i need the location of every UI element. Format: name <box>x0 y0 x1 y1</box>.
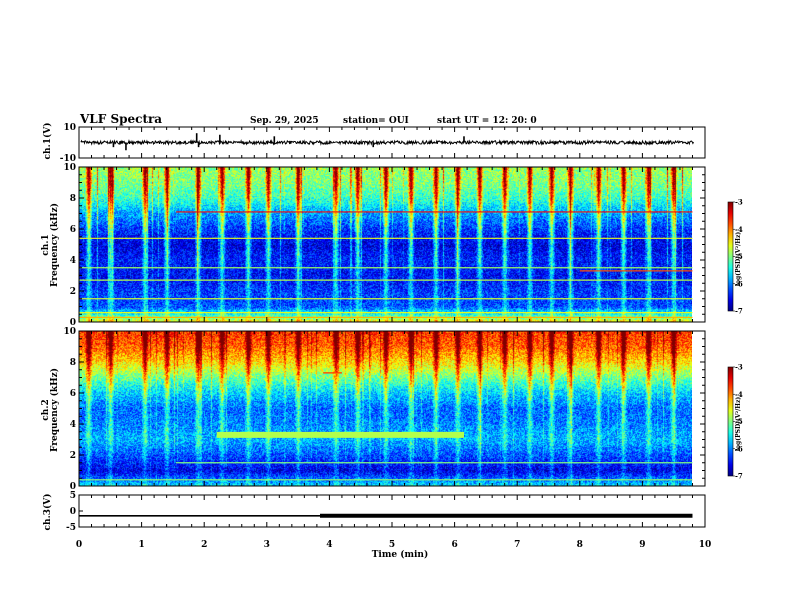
time-tick-label: 1 <box>138 540 144 550</box>
colorbar-strip <box>727 366 734 477</box>
ch1-colorbar-label: log(PSD)(V²/Hz) <box>735 232 742 287</box>
time-tick-label: 0 <box>76 540 82 550</box>
colorbar-tick-label: -7 <box>735 472 743 481</box>
ch3-y-tick-label: 0 <box>70 507 76 517</box>
freq-tick-label: 6 <box>70 225 76 235</box>
ch2-colorbar-label: log(PSD)(V²/Hz) <box>735 397 742 452</box>
ch3-waveform-panel: 5 0 -5 <box>66 491 706 533</box>
freq-tick-label: 10 <box>63 327 76 337</box>
colorbar-tick-label: -5 <box>735 252 743 261</box>
ch2-spectrogram-channel-label: ch.2 <box>41 399 51 420</box>
freq-tick-label: 2 <box>70 451 76 461</box>
ch2-frequency-axis-label: Frequency (kHz) <box>49 368 60 452</box>
ch3-y-tick-label: 5 <box>70 491 76 501</box>
colorbar-strip <box>727 201 734 312</box>
freq-tick-label: 0 <box>70 318 76 328</box>
time-tick-label: 9 <box>639 540 645 550</box>
time-tick-label: 8 <box>577 540 583 550</box>
spectrogram-image <box>79 167 692 322</box>
freq-tick-label: 6 <box>70 389 76 399</box>
colorbar-tick-label: -6 <box>735 444 743 453</box>
colorbar-tick-label: -3 <box>735 363 743 372</box>
ch1-spectrogram-panel: 0 2 4 6 8 10 <box>63 163 706 328</box>
ch1-waveform-trace <box>80 138 694 146</box>
ch1-waveform-panel: 10 -10 <box>60 123 706 164</box>
freq-tick-label: 2 <box>70 287 76 297</box>
time-tick-label: 6 <box>451 540 457 550</box>
colorbar-tick-label: -4 <box>735 225 743 234</box>
station-label: station= OUI <box>343 116 409 126</box>
time-axis-label: Time (min) <box>372 549 429 560</box>
freq-tick-label: 0 <box>70 482 76 492</box>
figure-title: VLF Spectra <box>79 112 162 126</box>
time-tick-label: 4 <box>326 540 332 550</box>
freq-tick-label: 10 <box>63 163 76 173</box>
ch3-plot-area <box>79 495 705 527</box>
ch1-colorbar: -3 -4 -5 -6 -7 <box>727 198 743 316</box>
freq-tick-label: 8 <box>70 358 76 368</box>
time-tick-label: 2 <box>201 540 207 550</box>
time-tick-label: 3 <box>264 540 270 550</box>
freq-tick-label: 4 <box>70 256 76 266</box>
colorbar-tick-label: -6 <box>735 279 743 288</box>
freq-tick-label: 4 <box>70 420 76 430</box>
ch1-spectrogram-channel-label: ch.1 <box>41 234 51 255</box>
ch1-voltage-axis-label: ch.1(V) <box>42 123 53 160</box>
start-time-label: start UT = 12: 20: 0 <box>437 116 537 126</box>
ch3-voltage-axis-label: ch.3(V) <box>42 494 53 531</box>
ch1-y-tick-label: -10 <box>60 154 76 164</box>
time-axis-ticks: 0 1 2 3 4 5 6 7 8 9 10 <box>76 540 711 550</box>
spectrogram-image <box>79 331 692 486</box>
ch2-colorbar: -3 -4 -5 -6 -7 <box>727 363 743 481</box>
colorbar-tick-label: -4 <box>735 390 743 399</box>
colorbar-tick-label: -5 <box>735 417 743 426</box>
ch1-frequency-axis-label: Frequency (kHz) <box>49 203 60 287</box>
time-tick-label: 10 <box>699 540 712 550</box>
freq-tick-label: 8 <box>70 194 76 204</box>
colorbar-tick-label: -3 <box>735 198 743 207</box>
ch3-y-tick-label: -5 <box>66 523 76 533</box>
date-label: Sep. 29, 2025 <box>250 116 319 126</box>
ch2-spectrogram-panel: 0 2 4 6 8 10 <box>63 327 706 492</box>
time-tick-label: 5 <box>389 540 395 550</box>
ch1-y-tick-label: 10 <box>63 123 76 133</box>
time-tick-label: 7 <box>514 540 520 550</box>
colorbar-tick-label: -7 <box>735 307 743 316</box>
